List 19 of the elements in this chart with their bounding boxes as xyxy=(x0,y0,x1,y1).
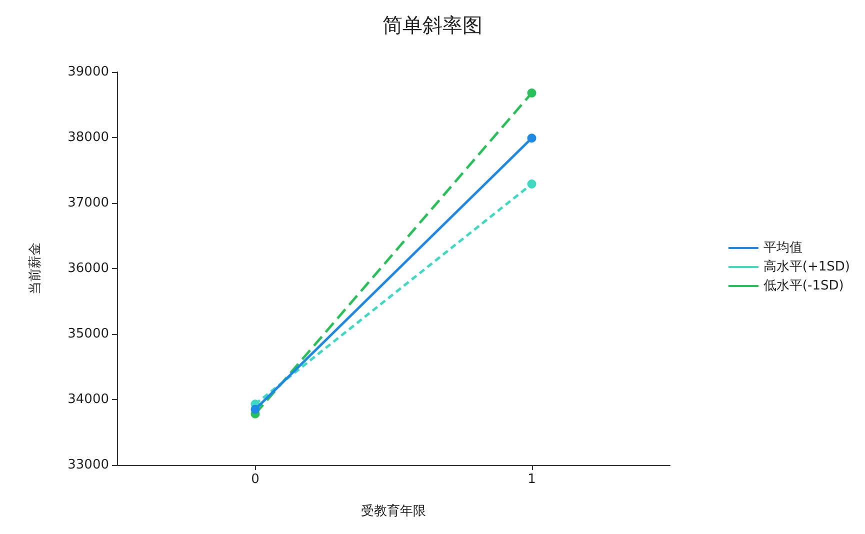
y-tick-label: 33000 xyxy=(68,458,109,472)
y-tick-label: 38000 xyxy=(68,130,109,145)
point xyxy=(527,88,536,98)
chart-title: 简单斜率图 xyxy=(382,13,482,37)
y-tick-label: 35000 xyxy=(68,326,109,342)
y-axis-title: 当前薪金 xyxy=(28,242,43,294)
point xyxy=(527,134,536,143)
point xyxy=(250,404,260,414)
legend-label: 高水平(+1SD) xyxy=(763,258,850,274)
x-tick-label: 0 xyxy=(251,472,260,487)
y-tick-label: 37000 xyxy=(68,196,109,210)
point xyxy=(527,180,536,188)
x-tick-label: 1 xyxy=(528,472,536,487)
x-axis-title: 受教育年限 xyxy=(361,503,426,519)
y-tick-label: 34000 xyxy=(68,392,109,407)
legend-label: 低水平(-1SD) xyxy=(763,278,844,294)
legend-label: 平均值 xyxy=(763,240,802,256)
y-tick-label: 36000 xyxy=(68,261,109,276)
y-tick-label: 39000 xyxy=(68,64,109,80)
